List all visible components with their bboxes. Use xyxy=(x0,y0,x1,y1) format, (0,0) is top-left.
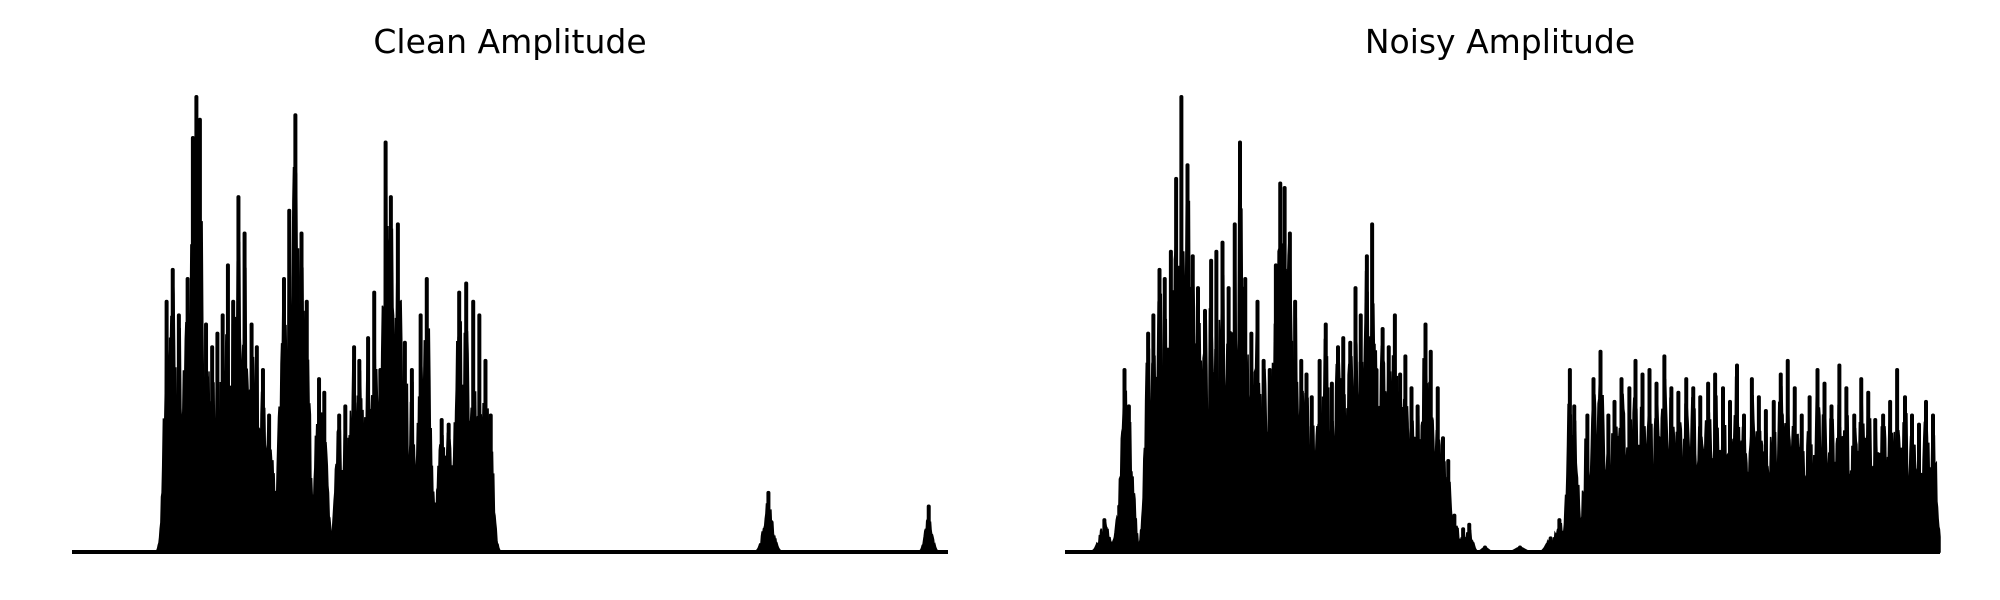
clean-amplitude-panel: Clean Amplitude xyxy=(60,0,960,600)
clean-amplitude-title: Clean Amplitude xyxy=(373,22,647,61)
noisy-amplitude-plot xyxy=(1065,95,1941,554)
noisy-amplitude-title: Noisy Amplitude xyxy=(1364,22,1636,61)
noisy-amplitude-panel: Noisy Amplitude xyxy=(1055,0,1945,600)
amplitude-area xyxy=(72,121,948,553)
clean-amplitude-plot xyxy=(72,95,948,554)
